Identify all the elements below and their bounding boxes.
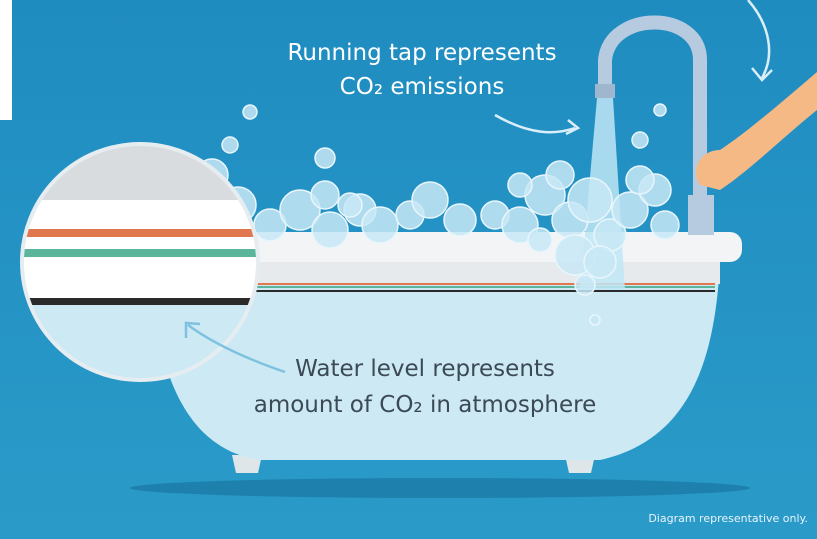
bubble: [584, 246, 616, 278]
bubble: [311, 181, 339, 209]
bubble: [222, 137, 238, 153]
bubble: [508, 173, 532, 197]
bubble: [444, 204, 476, 236]
water-label: Water level represents: [295, 356, 555, 382]
bubble: [651, 211, 679, 239]
bubble: [528, 228, 552, 252]
bubble: [312, 212, 348, 248]
bubble: [338, 193, 362, 217]
illustration: Running tap represents CO₂ emissions Wat…: [0, 0, 817, 539]
tub-shadow: [130, 478, 750, 498]
bubble: [626, 166, 654, 194]
faucet-spout: [595, 84, 615, 98]
edge-patch: [0, 0, 12, 120]
bubble: [412, 182, 448, 218]
bubble: [575, 275, 595, 295]
water-label: amount of CO₂ in atmosphere: [254, 392, 597, 418]
bubble: [243, 105, 257, 119]
bubble: [362, 207, 398, 243]
bubble: [590, 315, 600, 325]
bubble: [315, 148, 335, 168]
faucet-base: [688, 195, 714, 235]
tap-label: CO₂ emissions: [340, 74, 505, 100]
tap-label: Running tap represents: [287, 40, 556, 66]
bubble: [546, 161, 574, 189]
bubble: [654, 104, 666, 116]
bubble: [632, 132, 648, 148]
bubble: [568, 178, 612, 222]
footnote: Diagram representative only.: [648, 512, 808, 525]
